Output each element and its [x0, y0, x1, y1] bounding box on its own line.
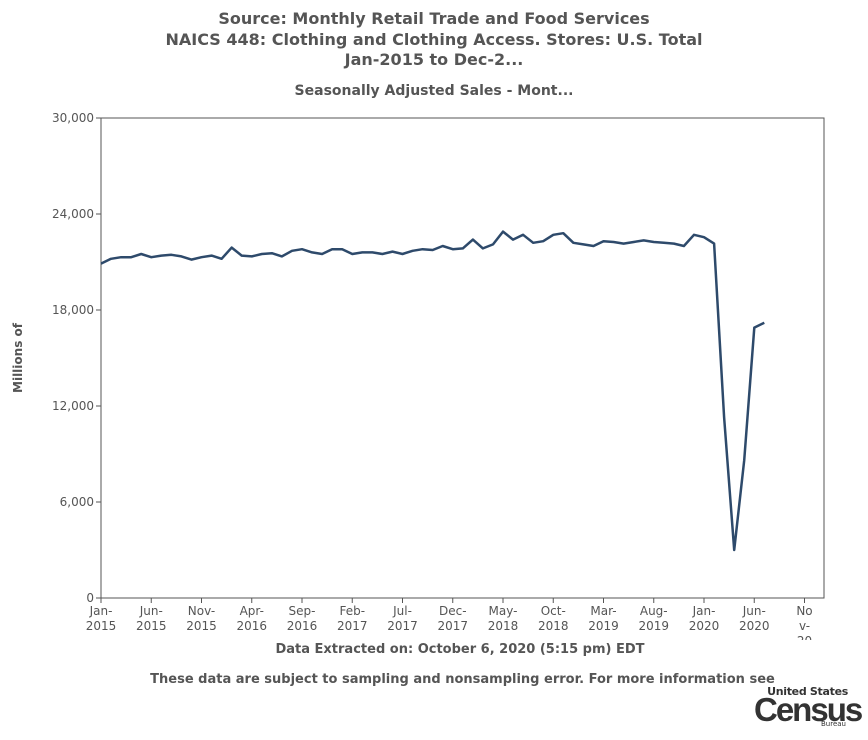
x-tick-label: 2020	[739, 619, 770, 633]
x-tick-label: May-	[489, 604, 518, 618]
plot-area-frame	[100, 117, 825, 599]
x-tick-label: 2016	[236, 619, 267, 633]
x-tick-label: 2017	[387, 619, 418, 633]
x-tick-label: 2018	[488, 619, 519, 633]
x-tick-label: 2019	[638, 619, 669, 633]
x-tick-label: No	[796, 604, 812, 618]
x-tick-label: Apr-	[240, 604, 264, 618]
logo-text-top: United States	[767, 685, 848, 698]
y-tick-label: 24,000	[52, 207, 94, 221]
x-tick-label: Jul-	[392, 604, 412, 618]
x-tick-label: Sep-	[289, 604, 316, 618]
x-tick-label: v-	[799, 619, 810, 633]
x-tick-label: 2015	[86, 619, 117, 633]
x-tick-label: Mar-	[590, 604, 616, 618]
x-axis: Jan-2015Jun-2015Nov-2015Apr-2016Sep-2016…	[86, 598, 813, 640]
chart-subtitle: Seasonally Adjusted Sales - Mont...	[294, 83, 574, 99]
chart-title-line-3: Jan-2015 to Dec-2...	[344, 50, 524, 69]
x-tick-label: Jun-	[742, 604, 766, 618]
x-tick-label: Jan-	[89, 604, 113, 618]
logo-text-bottom: Bureau	[821, 720, 846, 728]
y-axis: 0 6,000 12,000 18,000 24,000 30,000	[52, 111, 101, 605]
data-extracted-note: Data Extracted on: October 6, 2020 (5:15…	[275, 642, 645, 657]
x-tick-label: 2017	[337, 619, 368, 633]
x-tick-label: 2015	[186, 619, 217, 633]
series-group	[100, 230, 765, 552]
y-tick-label: 18,000	[52, 303, 94, 317]
x-tick-label: 2016	[287, 619, 318, 633]
x-tick-label: 2018	[538, 619, 569, 633]
x-tick-label: 2019	[588, 619, 619, 633]
series-line[interactable]	[100, 230, 765, 552]
x-tick-label: Aug-	[640, 604, 668, 618]
y-tick-label: 12,000	[52, 399, 94, 413]
x-tick-label: 2020	[689, 619, 720, 633]
x-tick-label: Dec-	[439, 604, 467, 618]
sampling-error-note: These data are subject to sampling and n…	[150, 672, 775, 687]
y-tick-label: 30,000	[52, 111, 94, 125]
x-tick-label: Jun-	[139, 604, 163, 618]
y-tick-label: 0	[86, 591, 94, 605]
x-tick-label: 20	[797, 634, 812, 640]
census-bureau-logo[interactable]: United States Census Bureau	[752, 685, 863, 730]
x-tick-label: Nov-	[188, 604, 215, 618]
x-tick-label: 2017	[437, 619, 468, 633]
chart-title-line-2: NAICS 448: Clothing and Clothing Access.…	[165, 30, 703, 49]
logo-text-main: Census	[754, 691, 863, 728]
y-tick-label: 6,000	[60, 495, 94, 509]
y-axis-label: Millions of	[11, 322, 25, 393]
chart-title-line-1: Source: Monthly Retail Trade and Food Se…	[218, 9, 650, 28]
x-tick-label: Feb-	[339, 604, 365, 618]
x-tick-label: 2015	[136, 619, 167, 633]
x-tick-label: Jan-	[692, 604, 716, 618]
x-tick-label: Oct-	[541, 604, 566, 618]
